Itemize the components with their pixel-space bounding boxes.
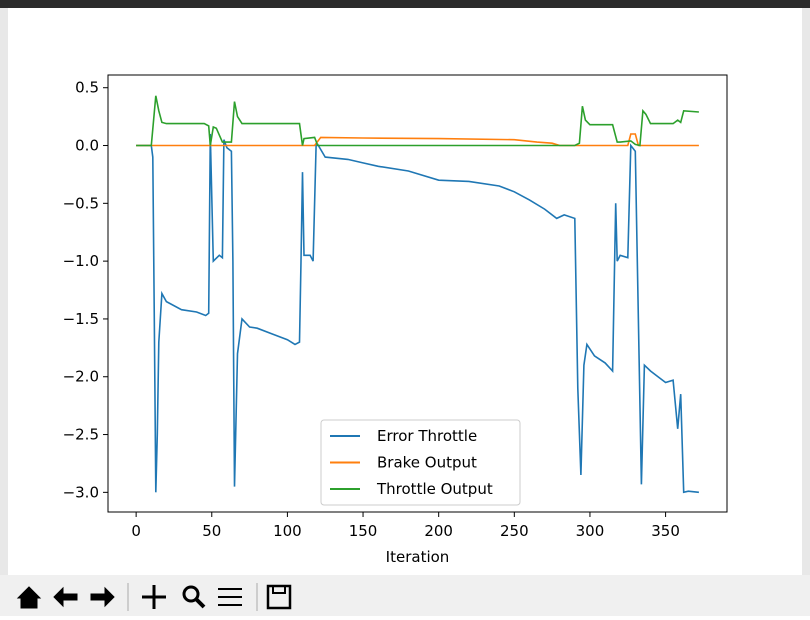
series-line xyxy=(136,133,699,494)
title-strip xyxy=(0,0,810,8)
plot: 0 50 100 150 200 250 300 350 −3.0 −2.5 −2.0 −1.5 −1.… xyxy=(63,74,728,566)
x-tick-label: 350 xyxy=(651,522,680,540)
y-tick-label: 0.0 xyxy=(75,137,99,155)
save-detail xyxy=(272,585,286,594)
toolbar-separator xyxy=(127,583,258,611)
x-tick-label: 150 xyxy=(349,522,378,540)
zoom-handle xyxy=(194,597,206,609)
y-tick-label: −3.0 xyxy=(63,483,99,501)
zoom-button[interactable] xyxy=(182,585,200,603)
pan-button[interactable] xyxy=(142,585,166,609)
left-edge xyxy=(0,8,8,575)
x-tick-label: 0 xyxy=(131,522,141,540)
series-line xyxy=(136,95,699,147)
toolbar xyxy=(0,575,810,616)
series-line xyxy=(136,133,699,147)
x-tick-label: 300 xyxy=(576,522,605,540)
y-tick-label: −1.0 xyxy=(63,252,99,270)
back-button[interactable] xyxy=(53,586,78,608)
y-tick-label: −0.5 xyxy=(63,194,99,212)
forward-button[interactable] xyxy=(90,586,115,608)
x-tick-label: 50 xyxy=(202,522,221,540)
toolbar-icons xyxy=(16,583,292,611)
legend-label: Throttle Output xyxy=(376,480,493,498)
x-tick-label: 250 xyxy=(500,522,529,540)
legend-label: Brake Output xyxy=(377,454,477,472)
x-tick-label: 100 xyxy=(273,522,302,540)
y-tick-label: 0.5 xyxy=(75,79,99,97)
x-tick-label: 200 xyxy=(424,522,453,540)
legend-box xyxy=(320,419,521,506)
y-tick-label: −1.5 xyxy=(63,310,99,328)
x-axis-label: Iteration xyxy=(386,548,450,566)
home-button[interactable] xyxy=(16,586,42,609)
y-tick-label: −2.0 xyxy=(63,368,99,386)
legend-label: Error Throttle xyxy=(377,427,477,445)
right-edge xyxy=(802,8,810,575)
y-tick-label: −2.5 xyxy=(63,426,99,444)
config-button[interactable] xyxy=(218,588,242,606)
plot-frame xyxy=(107,74,728,513)
